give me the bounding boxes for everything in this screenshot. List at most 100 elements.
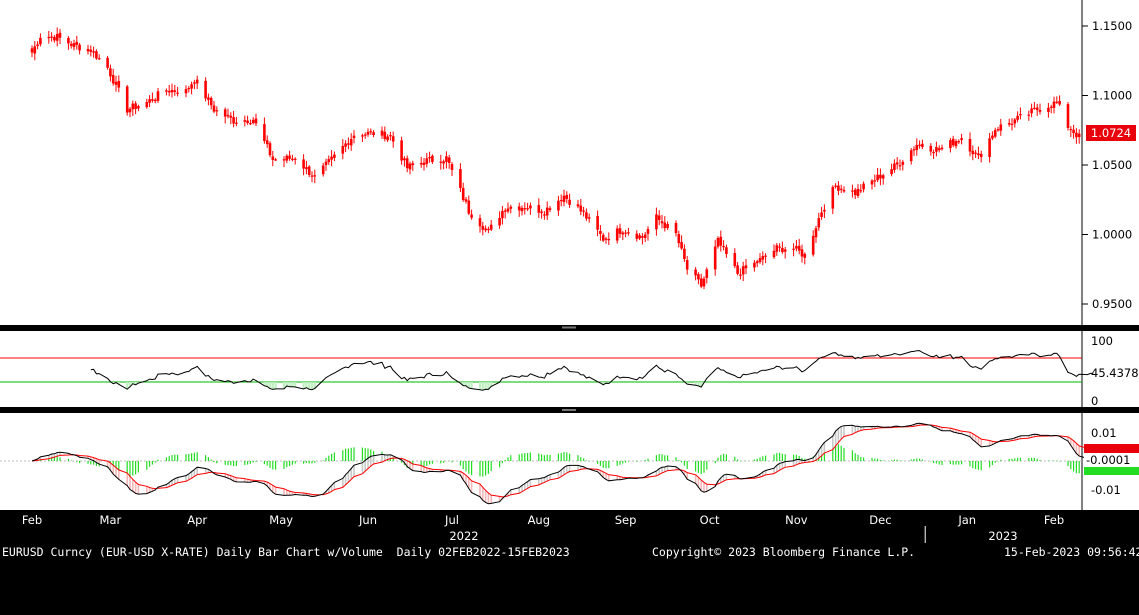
candle xyxy=(285,154,289,164)
footer-description: EURUSD Curncy (EUR-USD X-RATE) Daily Bar… xyxy=(2,545,570,559)
candle xyxy=(425,152,429,168)
candle xyxy=(540,209,543,219)
candle xyxy=(579,199,583,216)
year-label-2023: 2023 xyxy=(988,529,1017,543)
candle xyxy=(215,106,219,117)
candle xyxy=(562,189,566,207)
candle xyxy=(428,151,431,163)
candle xyxy=(366,128,370,137)
candle xyxy=(811,230,815,257)
candle xyxy=(361,133,364,142)
month-label: Oct xyxy=(700,513,720,527)
candle xyxy=(1058,95,1061,107)
candle xyxy=(307,165,311,178)
candle xyxy=(498,211,501,229)
candle xyxy=(464,196,468,204)
candle xyxy=(419,156,423,168)
candle xyxy=(271,150,275,167)
candle xyxy=(937,145,941,153)
candle xyxy=(125,84,129,116)
candle xyxy=(50,32,53,42)
candle xyxy=(1010,118,1014,131)
candle xyxy=(229,112,233,125)
candle xyxy=(243,115,247,127)
candle xyxy=(837,181,840,196)
candle xyxy=(1019,107,1022,120)
candle xyxy=(576,199,580,209)
candle xyxy=(506,202,510,214)
month-label: Jun xyxy=(358,513,377,527)
candle xyxy=(627,227,630,236)
candle xyxy=(408,161,412,175)
candle xyxy=(719,230,723,252)
candle xyxy=(702,276,706,290)
candle xyxy=(481,221,485,236)
rsi-panel xyxy=(0,331,1082,407)
footer-bar: EURUSD Curncy (EUR-USD X-RATE) Daily Bar… xyxy=(0,543,1139,561)
candle xyxy=(501,205,504,225)
candle xyxy=(635,230,639,242)
candle xyxy=(288,150,291,161)
candle xyxy=(666,221,669,231)
candle xyxy=(39,33,42,47)
candle xyxy=(204,77,207,102)
candle xyxy=(265,135,269,148)
candle xyxy=(517,202,521,217)
candle xyxy=(999,118,1003,136)
candle xyxy=(663,216,667,232)
candle xyxy=(705,267,709,284)
candle xyxy=(993,127,997,139)
candle xyxy=(660,214,664,229)
candle xyxy=(209,96,213,110)
month-label: Sep xyxy=(615,513,637,527)
month-label: Feb xyxy=(1044,513,1064,527)
price-candles xyxy=(30,27,1095,290)
candle xyxy=(89,45,93,57)
candle xyxy=(856,184,860,198)
macd-value-tag xyxy=(1084,453,1139,467)
candle xyxy=(422,158,426,171)
candle xyxy=(439,154,443,170)
candle xyxy=(389,131,392,141)
candle xyxy=(193,79,196,90)
candle xyxy=(78,43,81,55)
candle xyxy=(207,93,210,106)
candle xyxy=(461,182,465,202)
candle xyxy=(249,119,252,125)
candle xyxy=(226,108,230,119)
candle xyxy=(405,155,409,173)
candle xyxy=(165,88,168,96)
candle xyxy=(831,185,835,215)
candle xyxy=(55,27,59,47)
candle xyxy=(310,171,314,183)
price-panel xyxy=(0,0,1082,325)
candle xyxy=(447,154,451,169)
rsi-tick-0: 0 xyxy=(1091,394,1098,408)
candle xyxy=(548,205,552,213)
price-tick-label: 1.0000 xyxy=(1092,228,1132,242)
price-tick-label: 1.0500 xyxy=(1092,158,1132,172)
candle xyxy=(685,256,689,275)
candle xyxy=(529,202,532,215)
candle xyxy=(792,243,795,257)
candle xyxy=(223,107,227,124)
footer-copyright: Copyright© 2023 Bloomberg Finance L.P. xyxy=(652,545,916,559)
candle xyxy=(67,36,70,50)
candle xyxy=(520,205,524,216)
candle xyxy=(876,168,879,183)
rsi-tick-100: 100 xyxy=(1091,334,1113,348)
candle xyxy=(246,115,249,125)
candle xyxy=(184,85,188,98)
rsi-chart xyxy=(0,350,1094,391)
candle xyxy=(862,181,865,193)
candle xyxy=(834,183,837,189)
candle xyxy=(657,210,661,226)
candle xyxy=(545,201,549,221)
candle xyxy=(853,187,857,200)
candle xyxy=(349,133,353,151)
candle xyxy=(957,139,961,145)
candle xyxy=(263,117,266,144)
month-label: Nov xyxy=(785,513,808,527)
candle xyxy=(568,193,571,208)
candle xyxy=(741,261,745,282)
